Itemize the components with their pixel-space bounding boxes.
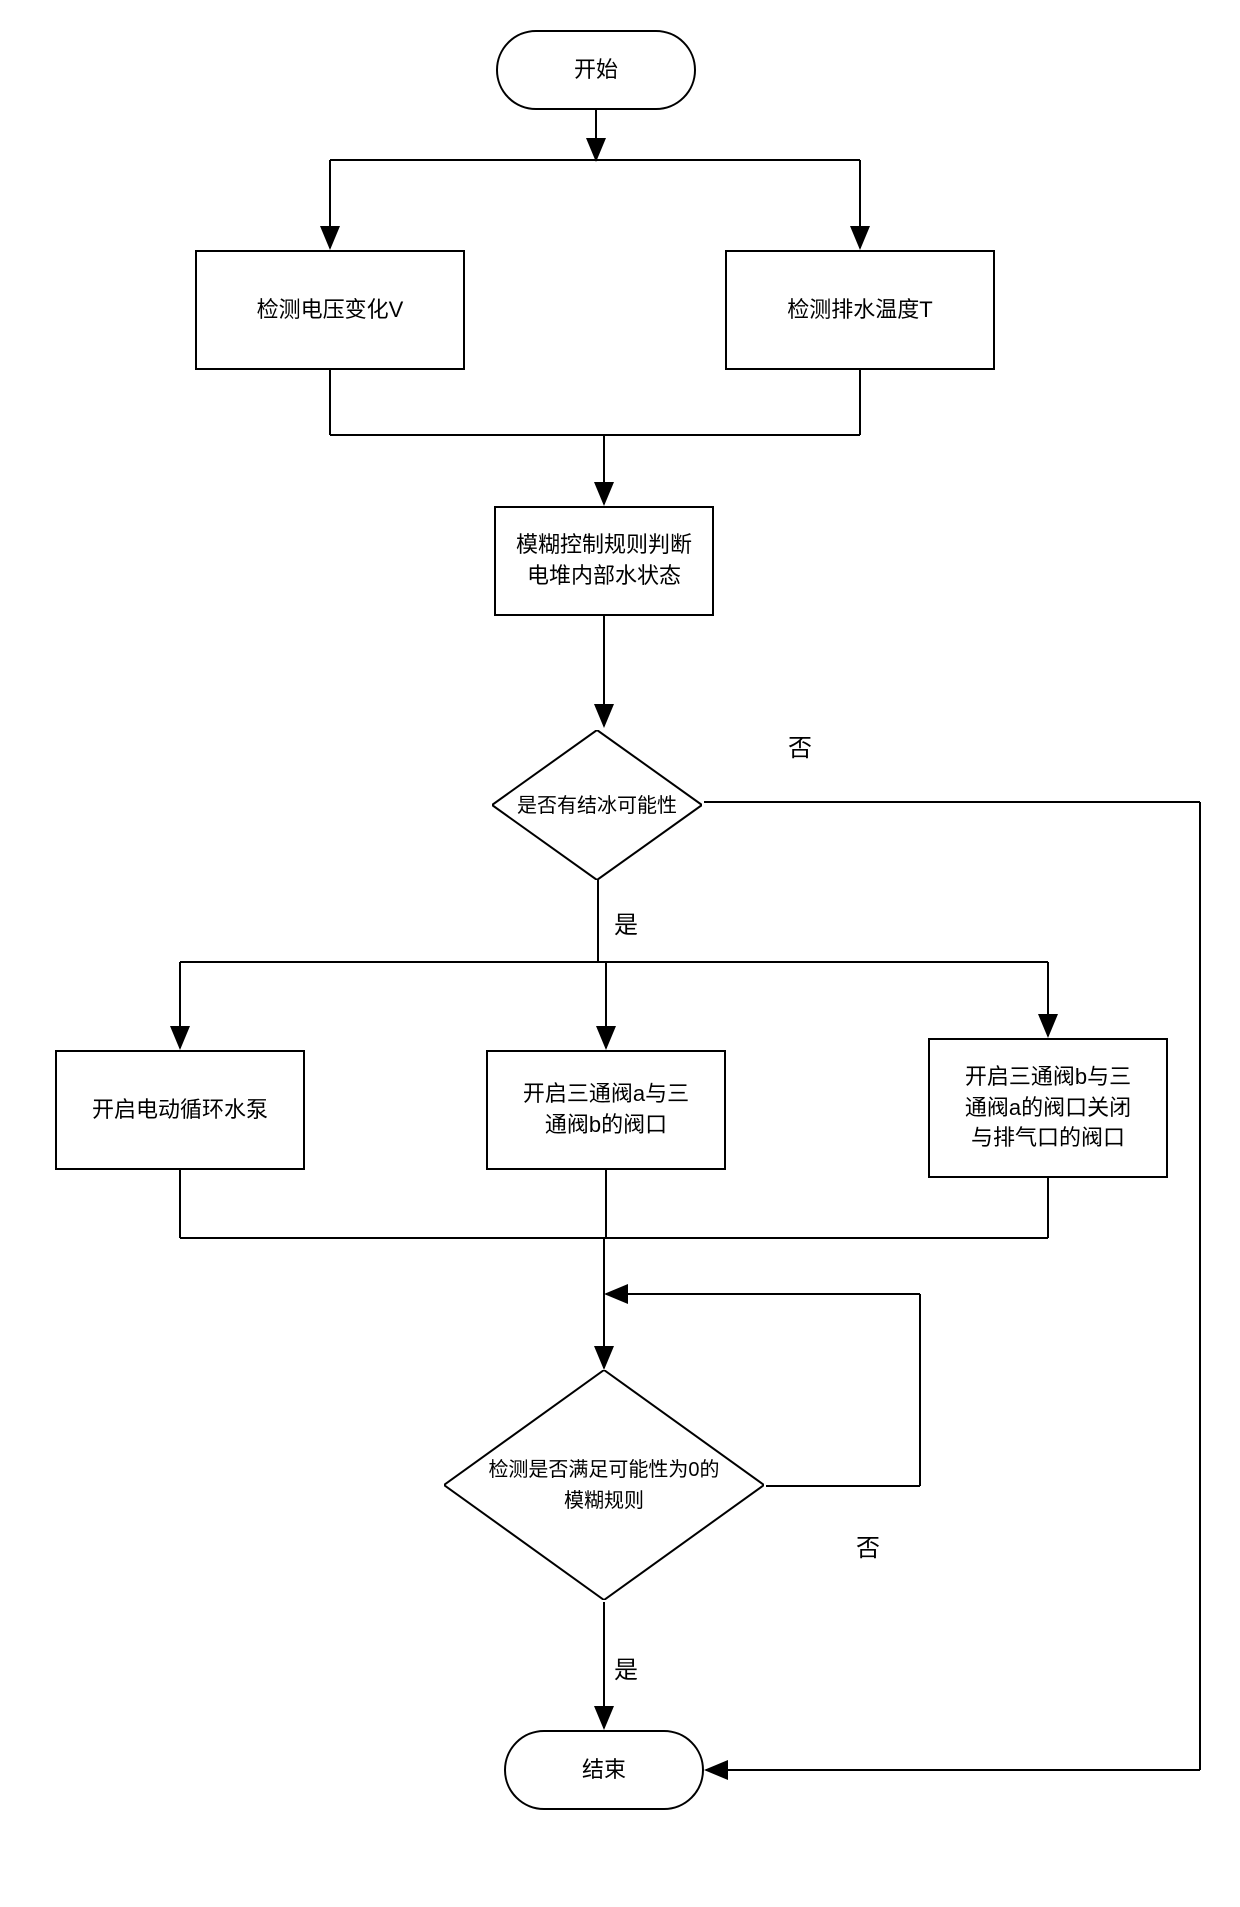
- node-open-valve-b-close-a: 开启三通阀b与三 通阀a的阀口关闭 与排气口的阀口: [928, 1038, 1168, 1178]
- label-no-1-text: 否: [788, 735, 812, 762]
- label-no-2: 否: [856, 1528, 880, 1563]
- label-no-2-text: 否: [856, 1535, 880, 1562]
- node-open-valve-ab-label: 开启三通阀a与三 通阀b的阀口: [523, 1079, 689, 1141]
- label-yes-2: 是: [614, 1650, 638, 1685]
- node-detect-voltage: 检测电压变化V: [195, 250, 465, 370]
- label-yes-1: 是: [614, 905, 638, 940]
- node-end-label: 结束: [582, 1755, 626, 1786]
- node-open-pump: 开启电动循环水泵: [55, 1050, 305, 1170]
- label-yes-2-text: 是: [614, 1657, 638, 1684]
- node-fuzzy-control: 模糊控制规则判断 电堆内部水状态: [494, 506, 714, 616]
- node-start: 开始: [496, 30, 696, 110]
- node-decision-ice-label: 是否有结冰可能性: [517, 795, 677, 817]
- node-open-valve-ab: 开启三通阀a与三 通阀b的阀口: [486, 1050, 726, 1170]
- node-decision-zero-label: 检测是否满足可能性为0的 模糊规则: [488, 1459, 719, 1512]
- node-open-pump-label: 开启电动循环水泵: [92, 1095, 268, 1126]
- flowchart-edges: [0, 0, 1240, 1907]
- node-start-label: 开始: [574, 55, 618, 86]
- label-yes-1-text: 是: [614, 912, 638, 939]
- node-open-valve-b-close-a-label: 开启三通阀b与三 通阀a的阀口关闭 与排气口的阀口: [965, 1062, 1131, 1154]
- node-detect-voltage-label: 检测电压变化V: [257, 295, 404, 326]
- node-decision-zero: 检测是否满足可能性为0的 模糊规则: [444, 1370, 764, 1600]
- node-end: 结束: [504, 1730, 704, 1810]
- flowchart-container: 开始 检测电压变化V 检测排水温度T 模糊控制规则判断 电堆内部水状态 是否有结…: [0, 0, 1240, 1907]
- node-decision-ice: 是否有结冰可能性: [492, 730, 702, 880]
- label-no-1: 否: [788, 728, 812, 763]
- node-detect-temperature: 检测排水温度T: [725, 250, 995, 370]
- node-fuzzy-control-label: 模糊控制规则判断 电堆内部水状态: [516, 530, 692, 592]
- node-detect-temperature-label: 检测排水温度T: [787, 295, 932, 326]
